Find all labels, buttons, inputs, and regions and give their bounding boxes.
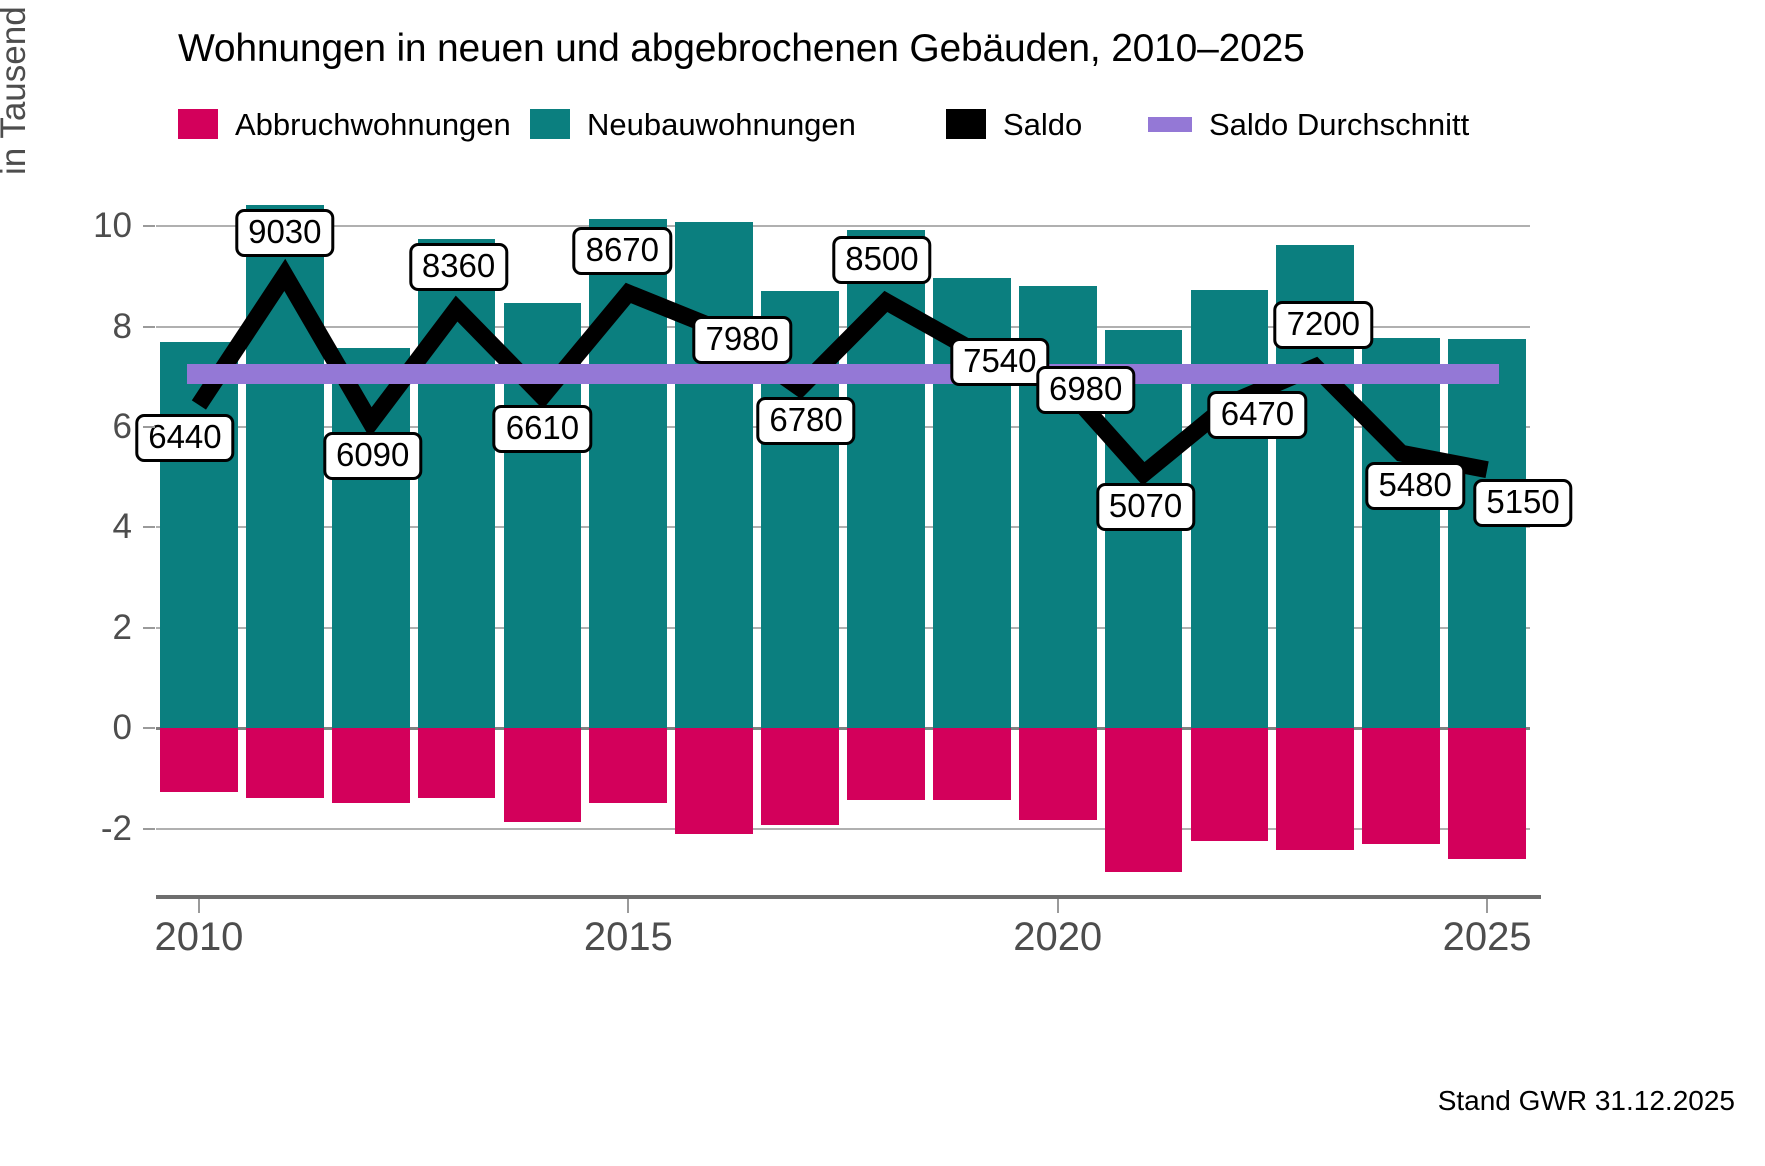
bar-abbruchwohnungen[interactable] [1190, 728, 1269, 842]
bar-abbruchwohnungen[interactable] [331, 728, 410, 804]
bar-abbruchwohnungen[interactable] [417, 728, 496, 798]
gridline [156, 526, 1530, 529]
legend-item-1[interactable]: Neubauwohnungen [530, 103, 856, 145]
legend-swatch-icon [178, 109, 218, 139]
legend-item-label: Saldo Durchschnitt [1209, 106, 1470, 142]
legend-item-label: Abbruchwohnungen [235, 106, 511, 142]
data-label-saldo: 6980 [1035, 365, 1136, 414]
y-tick-label: 10 [93, 206, 132, 246]
legend-item-0[interactable]: Abbruchwohnungen [178, 103, 511, 145]
y-tick-mark [143, 225, 155, 228]
bar-neubauwohnungen[interactable] [589, 218, 668, 729]
bar-abbruchwohnungen[interactable] [675, 728, 754, 834]
legend-swatch-icon [530, 109, 570, 139]
data-label-saldo: 6470 [1207, 391, 1308, 440]
y-axis-title: in Tausend [0, 6, 33, 175]
data-label-saldo: 9030 [235, 208, 335, 257]
x-tick-label: 2025 [1442, 915, 1532, 959]
bar-abbruchwohnungen[interactable] [245, 728, 324, 799]
bar-abbruchwohnungen[interactable] [1276, 728, 1355, 850]
bar-neubauwohnungen[interactable] [245, 205, 324, 729]
saldo-average-line [186, 364, 1500, 385]
data-label-saldo: 7200 [1273, 300, 1374, 349]
data-label-saldo: 8670 [572, 226, 673, 275]
data-label-saldo: 8360 [408, 242, 509, 291]
page-title: Wohnungen in neuen und abgebrochenen Geb… [178, 27, 1305, 70]
bar-neubauwohnungen[interactable] [1362, 337, 1441, 729]
data-label-saldo: 5480 [1365, 462, 1465, 511]
x-axis-line [156, 895, 1541, 899]
legend-item-label: Saldo [1003, 106, 1083, 142]
bar-neubauwohnungen[interactable] [1190, 290, 1269, 729]
x-tick-mark [197, 899, 200, 913]
gridline [156, 626, 1530, 629]
zero-line [156, 726, 1530, 730]
legend-item-2[interactable]: Saldo [946, 103, 1082, 145]
y-tick-mark [143, 426, 155, 429]
bar-abbruchwohnungen[interactable] [761, 728, 839, 826]
data-label-saldo: 7980 [692, 315, 792, 364]
data-label-saldo: 5150 [1473, 478, 1573, 527]
legend-swatch-icon [1148, 116, 1192, 132]
legend-item-label: Neubauwohnungen [587, 106, 856, 142]
y-tick-mark [143, 325, 155, 328]
bar-abbruchwohnungen[interactable] [932, 728, 1011, 801]
y-tick-mark [143, 626, 155, 629]
bar-neubauwohnungen[interactable] [675, 222, 754, 729]
bar-neubauwohnungen[interactable] [1448, 338, 1526, 729]
y-tick-label: 2 [112, 607, 132, 647]
data-label-saldo: 7540 [950, 337, 1050, 386]
y-tick-label: 8 [112, 306, 132, 346]
data-label-saldo: 5070 [1095, 482, 1196, 531]
bar-neubauwohnungen[interactable] [847, 229, 925, 729]
bar-abbruchwohnungen[interactable] [1104, 728, 1183, 873]
bar-abbruchwohnungen[interactable] [503, 728, 582, 822]
x-tick-mark [627, 899, 630, 913]
legend-swatch-icon [946, 109, 986, 139]
x-tick-label: 2015 [583, 915, 673, 959]
bar-abbruchwohnungen[interactable] [847, 728, 925, 801]
y-tick-label: -2 [100, 808, 132, 848]
bar-neubauwohnungen[interactable] [331, 347, 410, 729]
data-label-saldo: 6610 [492, 405, 593, 454]
data-label-saldo: 6440 [135, 413, 235, 462]
y-tick-mark [143, 727, 155, 730]
bar-abbruchwohnungen[interactable] [1362, 728, 1441, 844]
data-label-saldo: 6090 [322, 431, 423, 480]
x-tick-label: 2010 [154, 915, 244, 959]
y-tick-label: 0 [112, 708, 132, 748]
x-tick-label: 2020 [1013, 915, 1103, 959]
gridline [156, 827, 1530, 830]
y-tick-mark [143, 827, 155, 830]
source-note: Stand GWR 31.12.2025 [1437, 1085, 1735, 1116]
bar-neubauwohnungen[interactable] [417, 239, 496, 729]
y-tick-label: 4 [112, 507, 132, 547]
data-label-saldo: 6780 [756, 396, 856, 445]
bar-abbruchwohnungen[interactable] [1018, 728, 1097, 821]
data-label-saldo: 8500 [832, 235, 932, 284]
bar-abbruchwohnungen[interactable] [1448, 728, 1526, 860]
plot-area: 6440 9030 6090 8360 6610 8670 7980 6780 8500 7540… [135, 176, 1573, 889]
y-tick-label: 6 [112, 407, 132, 447]
bar-abbruchwohnungen[interactable] [160, 728, 238, 792]
y-tick-mark [143, 526, 155, 529]
x-tick-mark [1486, 899, 1489, 913]
x-tick-mark [1056, 899, 1059, 913]
gridline [156, 225, 1530, 228]
legend-item-3[interactable]: Saldo Durchschnitt [1148, 103, 1469, 145]
bar-abbruchwohnungen[interactable] [589, 728, 668, 803]
bar-neubauwohnungen[interactable] [160, 341, 238, 729]
